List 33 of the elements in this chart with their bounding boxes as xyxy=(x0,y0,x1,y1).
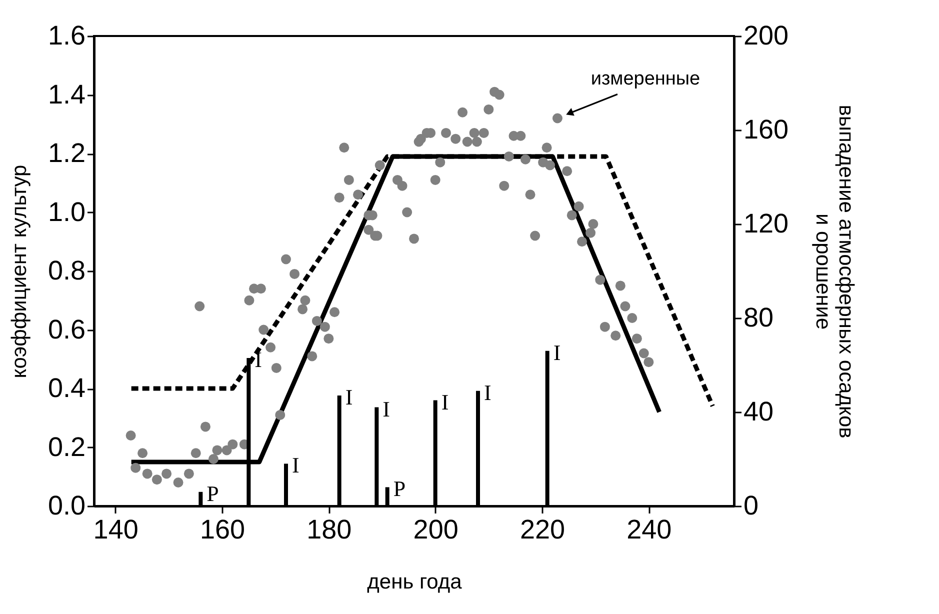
y-tick-label: 1.4 xyxy=(48,79,86,110)
x-tick-label: 160 xyxy=(200,514,246,544)
x-tick-label: 200 xyxy=(413,514,458,544)
y-tick-label: 1.2 xyxy=(48,138,86,168)
y2-tick-label: 80 xyxy=(744,302,774,332)
y2-tick-label: 40 xyxy=(744,396,774,426)
y-tick-label: 0.6 xyxy=(48,314,86,344)
y-tick-label: 1.0 xyxy=(48,196,86,227)
y2-axis-title: выпадение атмосферных осадков и орошение xyxy=(812,104,858,438)
x-tick-label: 140 xyxy=(93,514,138,544)
data-label: P xyxy=(206,480,219,506)
data-label: I xyxy=(292,452,300,478)
data-label: I xyxy=(382,396,390,422)
y-tick-label: 0.4 xyxy=(48,373,86,403)
data-label: P xyxy=(393,476,406,502)
y-axis-title: коэффициент культур xyxy=(8,164,31,378)
data-label: I xyxy=(441,389,449,414)
annotation: измеренные xyxy=(590,68,700,90)
x-tick-label: 180 xyxy=(306,514,352,544)
y-tick-label: 1.6 xyxy=(48,20,86,50)
y2-tick-label: 200 xyxy=(744,20,789,50)
data-label: I xyxy=(345,384,353,410)
y-tick-label: 0.8 xyxy=(48,256,86,286)
y-tick-label: 0.0 xyxy=(48,490,86,520)
data-label: I xyxy=(553,340,561,365)
y2-tick-label: 0 xyxy=(744,490,759,520)
y-tick-label: 0.2 xyxy=(48,432,86,462)
data-label: I xyxy=(484,380,492,405)
y2-tick-label: 160 xyxy=(744,114,789,144)
y2-tick-label: 120 xyxy=(744,208,789,238)
x-tick-label: 240 xyxy=(626,514,672,544)
x-tick-label: 220 xyxy=(520,514,566,544)
x-axis-title: день года xyxy=(367,570,462,594)
